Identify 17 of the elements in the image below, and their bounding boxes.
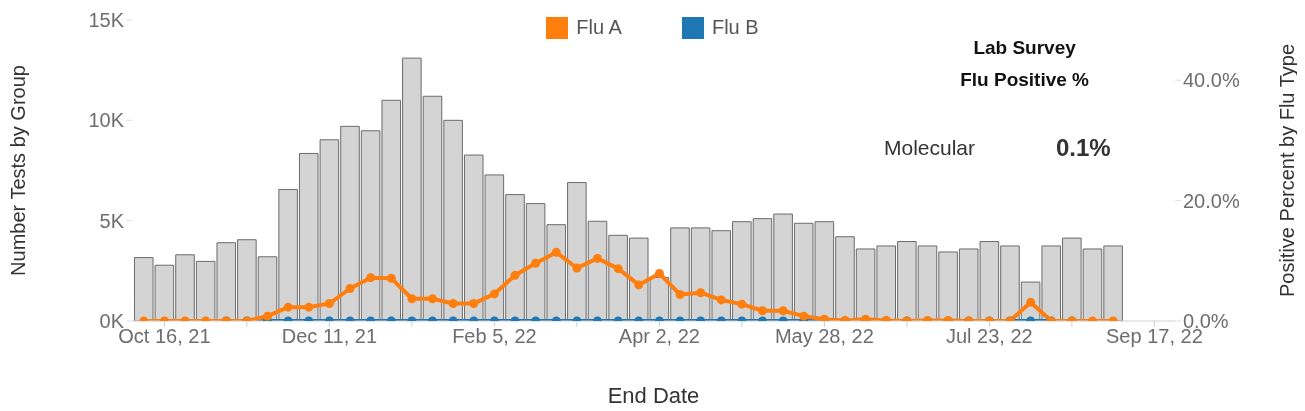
annotation: Lab Survey Flu Positive % bbox=[960, 36, 1089, 92]
x-tick-label: Apr 2, 22 bbox=[618, 325, 700, 348]
legend-label: Flu B bbox=[711, 16, 759, 39]
legend-label: Flu A bbox=[576, 16, 622, 39]
y-tick-label: 5K bbox=[99, 209, 125, 232]
y2-tick-label: 40.0% bbox=[1183, 69, 1240, 92]
x-tick-label: Dec 11, 21 bbox=[281, 325, 378, 348]
annotation: 0.1% bbox=[1056, 134, 1111, 162]
y-axis-title: Number Tests by Group bbox=[7, 65, 30, 276]
y-tick-label: 15K bbox=[88, 9, 125, 32]
x-axis-title: End Date bbox=[607, 383, 700, 408]
annotation: Molecular bbox=[884, 136, 976, 160]
y-tick-label: 10K bbox=[88, 109, 125, 132]
x-tick-label: Jul 23, 22 bbox=[946, 325, 1033, 348]
x-tick-label: May 28, 22 bbox=[774, 325, 874, 348]
x-tick-label: Feb 5, 22 bbox=[452, 325, 537, 348]
y2-tick-label: 20.0% bbox=[1183, 189, 1240, 212]
